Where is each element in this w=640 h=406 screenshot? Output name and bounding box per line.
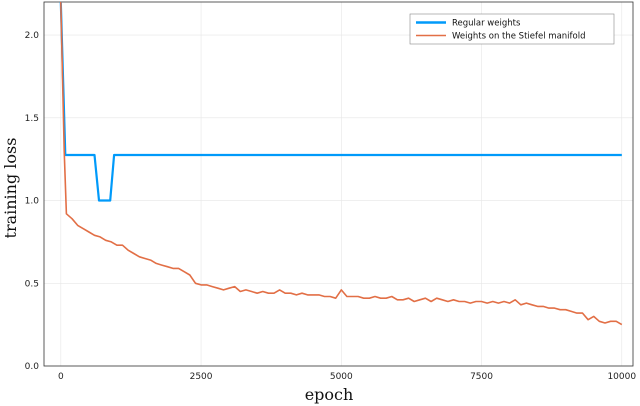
- x-tick-label: 5000: [330, 372, 353, 382]
- tick-labels: 0 2500 5000 7500 10000 0.0 0.5 1.0 1.5 2.0: [25, 31, 637, 382]
- legend-box: [409, 13, 615, 45]
- legend-label-stiefel-weights: Weights on the Stiefel manifold: [452, 32, 585, 42]
- x-axis-label: epoch: [305, 385, 354, 404]
- x-tick-label: 7500: [470, 372, 493, 382]
- y-tick-label: 2.0: [25, 31, 40, 41]
- y-tick-label: 0.5: [25, 279, 39, 289]
- y-axis-label: training loss: [1, 138, 20, 239]
- x-tick-label: 10000: [607, 372, 636, 382]
- plot-frame: [43, 1, 634, 367]
- legend: Regular weights Weights on the Stiefel m…: [409, 13, 615, 45]
- x-tick-label: 2500: [190, 372, 213, 382]
- grid: [44, 2, 633, 367]
- series-line-stiefel-weights: [60, 2, 623, 326]
- legend-label-regular-weights: Regular weights: [452, 19, 521, 29]
- y-tick-label: 0.0: [25, 362, 40, 372]
- y-tick-label: 1.0: [25, 197, 40, 207]
- series-layer: [59, 2, 623, 326]
- series-line-regular-weights: [59, 2, 622, 202]
- y-tick-label: 1.5: [25, 114, 39, 124]
- x-tick-label: 0: [58, 372, 64, 382]
